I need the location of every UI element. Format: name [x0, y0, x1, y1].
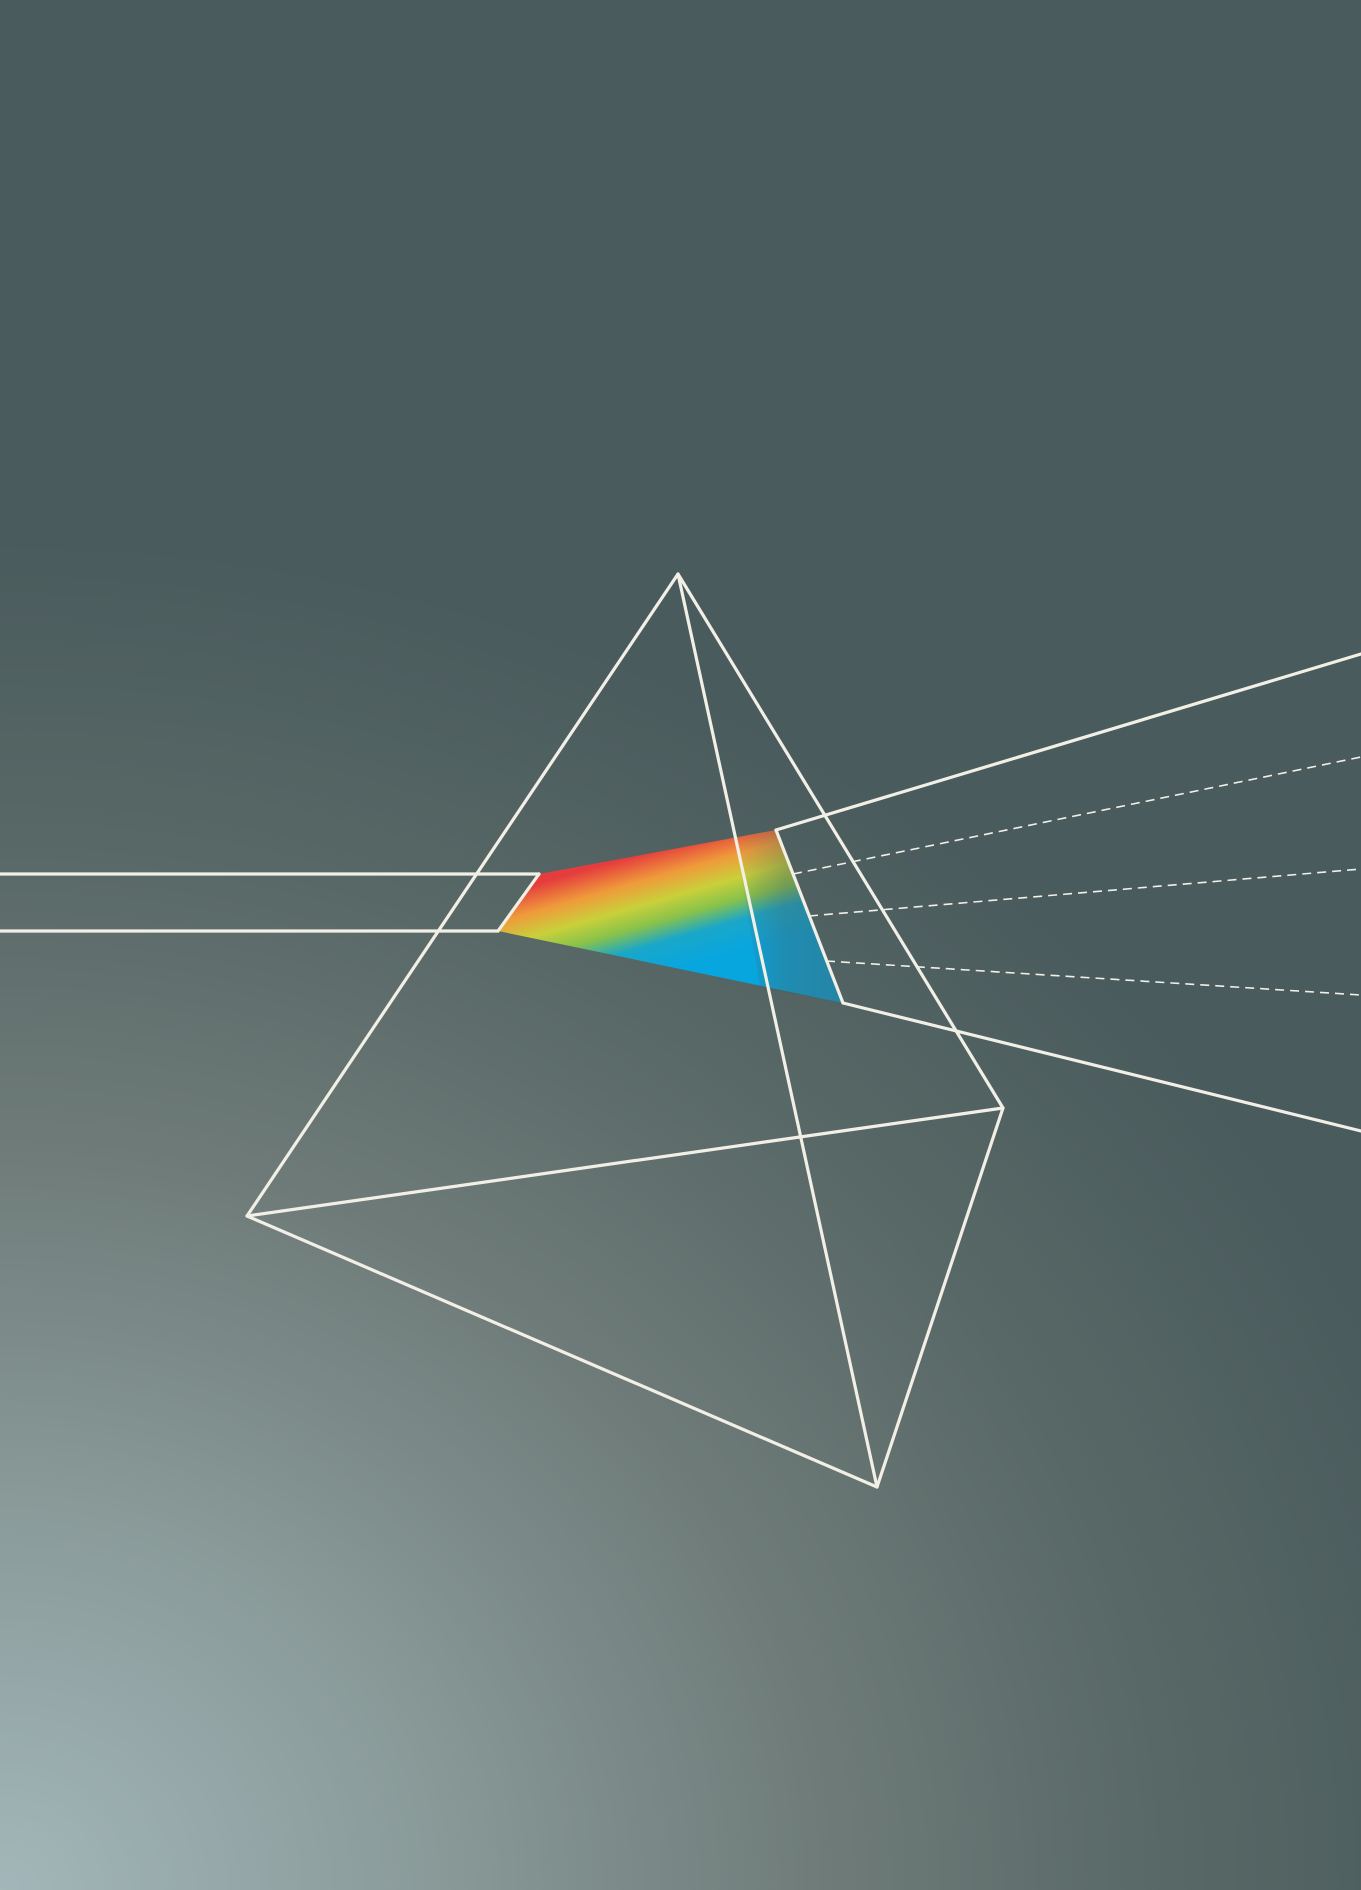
- beam-entry-face: [496, 872, 541, 933]
- prism-wireframe: [245, 572, 1005, 1489]
- prism-edge-left-right: [245, 1106, 1005, 1218]
- prism-edge-apex-bottom: [676, 572, 879, 1489]
- prism-edge-apex-right: [676, 572, 1005, 1110]
- prism-edge-right-bottom: [875, 1106, 1005, 1489]
- dashed-ray-upper: [792, 756, 1361, 875]
- outgoing-upper-edge: [774, 652, 1361, 832]
- outgoing-beam: [774, 652, 1361, 1133]
- incoming-beam: [0, 872, 541, 933]
- prism-edge-left-bottom: [245, 1214, 879, 1489]
- prism-edge-apex-left: [245, 572, 680, 1218]
- dashed-ray-lower: [825, 960, 1361, 996]
- outgoing-lower-edge: [841, 1001, 1361, 1133]
- dashed-ray-middle: [808, 868, 1361, 917]
- spectrum-band: [498, 830, 843, 1003]
